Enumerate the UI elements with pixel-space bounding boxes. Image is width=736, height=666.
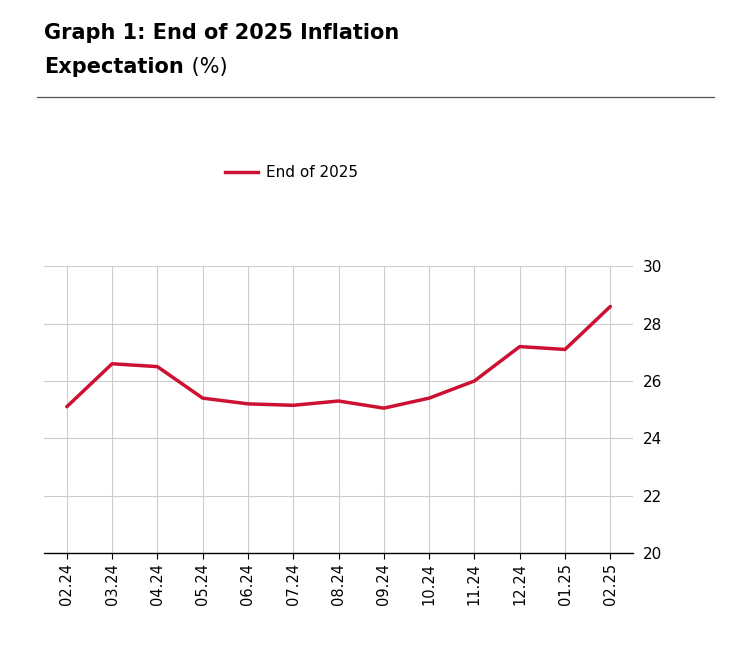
Legend: End of 2025: End of 2025 bbox=[224, 165, 358, 180]
Text: Expectation: Expectation bbox=[44, 57, 184, 77]
Text: Graph 1: End of 2025 Inflation: Graph 1: End of 2025 Inflation bbox=[44, 23, 400, 43]
Text: (%): (%) bbox=[185, 57, 228, 77]
